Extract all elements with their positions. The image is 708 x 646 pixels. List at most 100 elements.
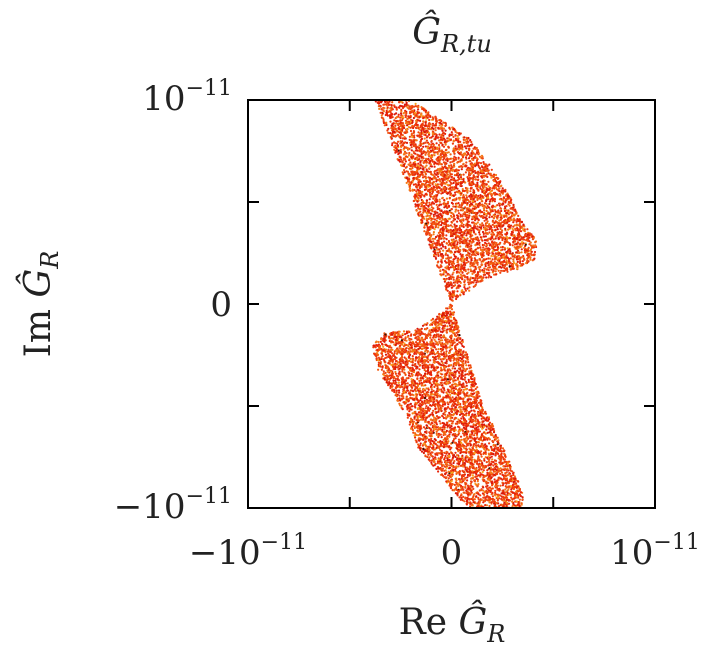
data-point xyxy=(437,191,440,194)
data-point xyxy=(437,260,440,263)
data-point xyxy=(497,269,500,272)
data-point xyxy=(421,168,424,171)
data-point xyxy=(424,134,427,137)
data-point xyxy=(533,250,537,254)
data-point xyxy=(437,186,440,189)
data-point xyxy=(517,219,521,223)
data-point xyxy=(481,180,485,183)
data-point xyxy=(459,248,462,252)
data-point xyxy=(509,257,512,260)
data-point xyxy=(456,261,459,264)
data-point xyxy=(529,249,532,252)
data-point xyxy=(458,198,461,201)
data-point xyxy=(516,267,519,270)
data-point xyxy=(457,202,460,205)
data-point xyxy=(471,209,474,212)
data-point xyxy=(429,225,432,228)
data-point xyxy=(426,184,429,187)
data-point xyxy=(435,180,438,183)
data-point xyxy=(422,116,425,119)
data-point xyxy=(468,239,472,242)
data-point xyxy=(448,126,451,129)
data-point xyxy=(414,203,417,206)
data-point xyxy=(421,199,424,203)
data-point xyxy=(506,221,509,224)
data-point xyxy=(485,276,488,279)
data-point xyxy=(465,257,468,260)
data-point xyxy=(459,140,462,143)
data-point xyxy=(402,158,405,161)
data-point xyxy=(488,216,491,219)
data-point xyxy=(485,169,488,172)
data-point xyxy=(456,220,459,223)
data-point xyxy=(440,209,443,212)
data-point xyxy=(409,143,412,147)
data-point xyxy=(420,150,423,153)
data-point xyxy=(438,167,441,170)
data-point xyxy=(487,206,490,209)
data-point xyxy=(452,238,455,241)
data-point xyxy=(512,260,515,263)
data-point xyxy=(402,142,406,145)
data-point xyxy=(420,156,423,159)
data-point xyxy=(443,152,446,155)
data-point xyxy=(428,198,431,201)
data-point xyxy=(453,245,456,248)
data-point xyxy=(488,202,491,206)
data-point xyxy=(440,261,443,264)
data-point xyxy=(450,220,453,224)
data-point xyxy=(424,145,427,148)
data-point xyxy=(401,164,404,167)
data-point xyxy=(497,214,500,217)
data-point xyxy=(405,120,408,123)
data-point xyxy=(446,192,449,195)
data-point xyxy=(469,225,472,228)
data-point xyxy=(481,170,484,173)
data-point xyxy=(428,114,431,117)
data-point xyxy=(441,243,444,247)
data-point xyxy=(475,251,478,254)
data-point xyxy=(444,158,448,161)
data-point xyxy=(453,223,456,226)
data-point xyxy=(483,226,487,229)
data-point xyxy=(424,153,427,156)
data-point xyxy=(501,238,504,242)
data-point xyxy=(408,151,411,155)
data-point xyxy=(414,122,418,125)
data-point xyxy=(455,245,458,248)
data-point xyxy=(452,253,456,256)
data-point xyxy=(403,131,406,134)
data-point xyxy=(412,177,415,180)
data-point xyxy=(402,148,405,151)
data-point xyxy=(376,101,379,104)
data-point xyxy=(455,287,458,290)
data-point xyxy=(501,245,504,249)
data-point xyxy=(490,168,493,171)
data-point xyxy=(493,187,496,190)
data-point xyxy=(511,263,514,267)
data-point xyxy=(455,158,458,161)
data-point xyxy=(440,142,443,145)
data-point xyxy=(462,239,465,242)
data-point xyxy=(493,260,496,263)
data-point xyxy=(486,204,489,208)
data-point xyxy=(475,183,478,186)
data-point xyxy=(483,175,486,178)
data-point xyxy=(496,204,499,207)
data-point xyxy=(465,137,469,140)
data-point xyxy=(467,177,470,180)
data-point xyxy=(460,260,463,263)
data-point xyxy=(475,227,478,230)
data-point xyxy=(516,241,519,244)
data-point xyxy=(483,189,486,192)
data-point xyxy=(497,224,501,228)
data-point xyxy=(430,177,433,180)
data-point xyxy=(460,203,463,206)
data-point xyxy=(421,193,424,196)
data-point xyxy=(488,228,491,231)
data-point xyxy=(499,180,502,183)
data-point xyxy=(433,195,436,198)
data-point xyxy=(436,156,439,159)
data-point xyxy=(433,237,437,240)
data-point xyxy=(404,115,407,119)
